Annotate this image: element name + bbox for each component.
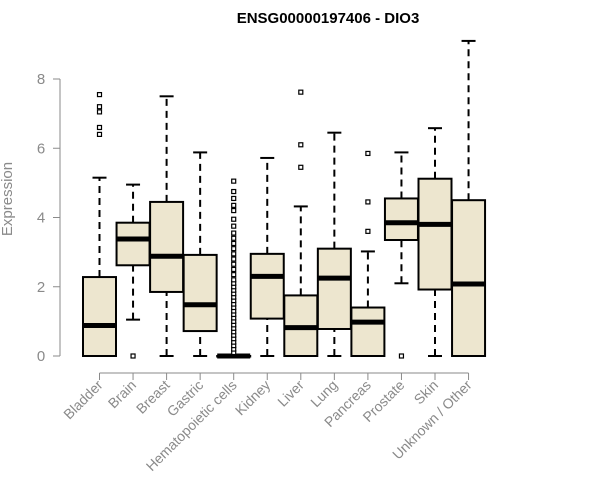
outlier-point <box>231 256 237 262</box>
box-rect <box>182 253 218 333</box>
box-bladder <box>82 91 117 357</box>
outlier-point <box>231 195 237 202</box>
y-tick-label: 8 <box>37 71 45 88</box>
outlier-point <box>398 353 405 359</box>
outlier-point <box>231 246 237 252</box>
y-tick-label: 6 <box>37 140 45 157</box>
x-tick-label: Liver <box>274 377 307 410</box>
x-tick-label: Kidney <box>232 377 274 419</box>
outlier-point <box>298 164 304 170</box>
box-rect <box>350 306 386 357</box>
box-rect <box>316 247 352 330</box>
outlier-point <box>365 228 371 234</box>
outlier-point <box>231 277 237 283</box>
box-kidney <box>249 156 285 357</box>
y-ticks: 0 2 4 6 8 <box>37 71 60 365</box>
boxes <box>82 39 487 359</box>
box-pancreas <box>350 150 386 357</box>
box-breast <box>149 95 185 357</box>
outlier-point <box>298 89 304 95</box>
box-rect <box>249 252 285 320</box>
outlier-point <box>231 216 237 222</box>
outlier-point <box>96 131 103 137</box>
box-rect <box>115 221 151 267</box>
outlier-point <box>231 266 237 273</box>
y-tick-label: 0 <box>37 348 45 365</box>
y-tick-label: 2 <box>37 279 45 296</box>
y-axis-label: Expression <box>0 162 16 236</box>
x-tick-label: Bladder <box>60 377 106 423</box>
outlier-point <box>298 142 304 148</box>
box-unknown-other <box>451 39 487 357</box>
outlier-point <box>231 178 237 184</box>
outlier-point <box>231 240 237 247</box>
outlier-point <box>231 188 237 195</box>
box-rect <box>417 177 453 291</box>
outlier-point <box>231 272 237 278</box>
outlier-point <box>231 223 237 229</box>
outlier-point <box>96 109 103 115</box>
box-prostate <box>383 151 419 359</box>
box-lung <box>316 131 352 357</box>
outlier-point <box>231 207 237 214</box>
outlier-point <box>231 235 237 241</box>
outlier-point <box>130 353 136 359</box>
box-rect <box>82 276 117 357</box>
box-rect <box>149 200 185 293</box>
outlier-point <box>96 91 103 98</box>
box-hematopoietic-cells <box>216 178 252 359</box>
outlier-point <box>365 199 371 205</box>
chart-title: ENSG00000197406 - DIO3 <box>237 10 420 27</box>
y-tick-label: 4 <box>37 210 45 227</box>
box-brain <box>115 183 151 359</box>
box-rect <box>451 199 487 357</box>
box-liver <box>283 89 319 357</box>
outlier-point <box>96 104 103 110</box>
box-gastric <box>182 151 218 357</box>
box-rect <box>383 197 419 242</box>
outlier-point <box>231 202 237 208</box>
outlier-point <box>365 150 371 157</box>
box-skin <box>417 127 453 357</box>
outlier-point <box>96 124 103 131</box>
outlier-point <box>231 230 237 236</box>
outlier-point <box>231 261 237 267</box>
outlier-point <box>231 251 237 257</box>
